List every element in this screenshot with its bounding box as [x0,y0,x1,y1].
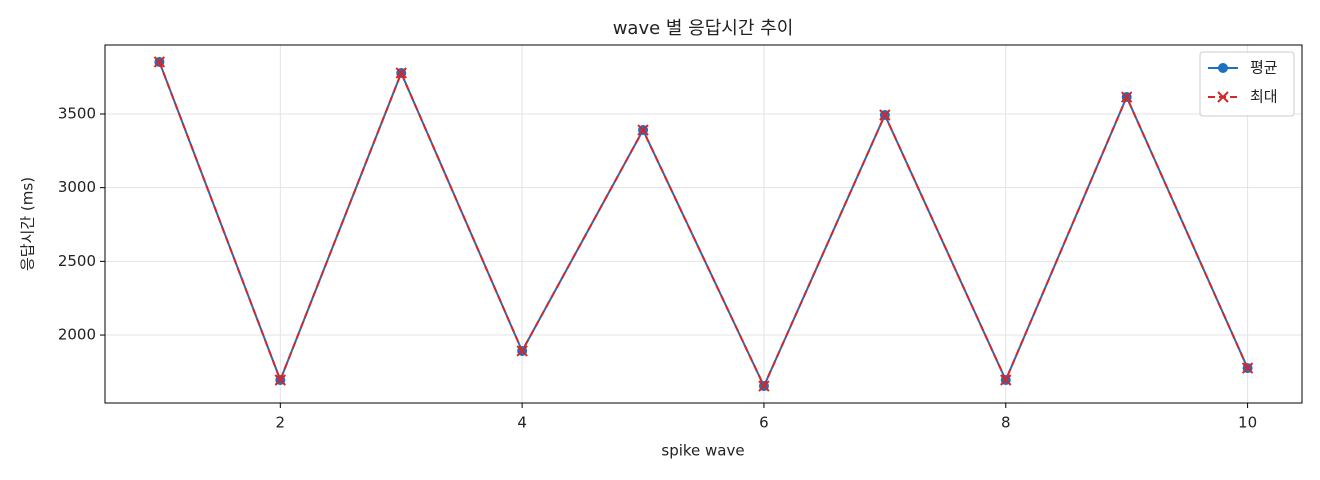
legend-box [1199,51,1295,117]
series-line [158,61,1249,389]
plot-frame [104,44,1303,404]
marker [274,374,287,386]
legend-label: 최대 [1250,88,1278,106]
series-line [158,61,1249,389]
marker [395,67,407,79]
marker [758,380,770,392]
y-tick-label: 2500 [58,252,96,270]
legend-label: 평균 [1250,59,1278,77]
y-axis-label: 응답시간 (ms) [19,177,37,271]
marker [1217,91,1229,103]
x-tick-label: 10 [1238,414,1257,432]
y-tick-label: 3500 [58,104,96,122]
marker [1241,362,1254,374]
x-axis-label: spike wave [661,442,744,460]
marker [516,345,528,357]
marker [153,56,166,68]
y-tick-label: 3000 [58,178,96,196]
y-tick-label: 2000 [58,326,96,344]
marker [1000,374,1012,386]
marker [1218,63,1228,73]
chart-title: wave 별 응답시간 추이 [613,18,794,39]
x-tick-label: 2 [276,414,286,432]
x-tick-label: 8 [1001,414,1011,432]
marker [1120,91,1133,103]
x-tick-label: 6 [759,414,769,432]
marker [879,109,891,121]
marker [637,124,649,136]
x-tick-label: 4 [517,414,527,432]
